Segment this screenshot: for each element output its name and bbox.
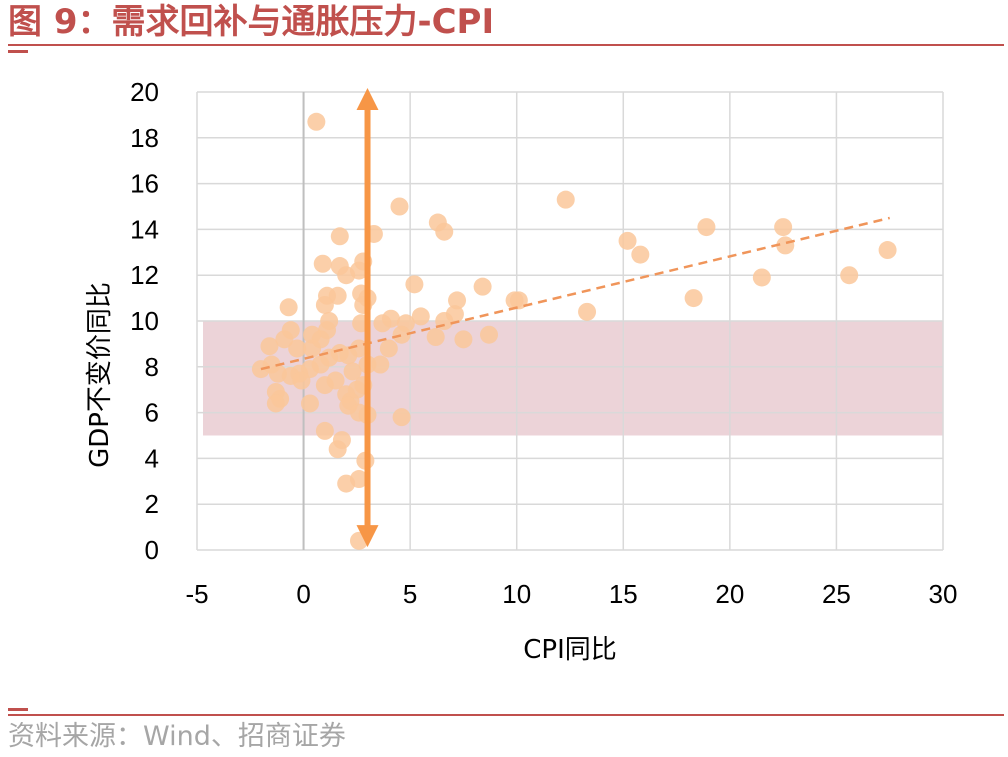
data-point-20 — [448, 291, 467, 310]
data-point-73 — [292, 371, 311, 390]
source-rule — [8, 714, 1004, 716]
data-point-86 — [332, 431, 351, 450]
data-point-37 — [411, 307, 430, 326]
data-point-78 — [347, 380, 366, 399]
data-point-15 — [684, 289, 703, 308]
data-point-4 — [435, 222, 454, 241]
data-point-47 — [288, 339, 307, 358]
x-tick-label-0: -5 — [185, 579, 208, 609]
data-point-14 — [840, 266, 859, 285]
arrow-layer — [356, 88, 379, 548]
data-point-16 — [578, 302, 597, 321]
x-tick-label-4: 15 — [609, 579, 638, 609]
tick-label-layer: 0 2 4 6 8 10 12 14 16 18 20 -5 0 5 10 15 20 25 30 — [130, 77, 957, 609]
data-point-12 — [878, 241, 897, 260]
source-note: 资料来源：Wind、招商证券 — [8, 721, 346, 752]
data-point-1 — [556, 190, 575, 209]
arrow-head-down — [356, 525, 379, 548]
x-axis-title: CPI同比 — [523, 635, 617, 665]
data-point-57 — [454, 330, 473, 349]
data-point-82 — [300, 394, 319, 413]
data-point-39 — [445, 305, 464, 324]
y-tick-label-4: 8 — [145, 352, 159, 382]
data-point-55 — [392, 325, 411, 344]
data-point-22 — [313, 254, 332, 273]
y-tick-label-9: 18 — [130, 123, 159, 153]
scatter-chart: 0 2 4 6 8 10 12 14 16 18 20 -5 0 5 10 15 20 25 30 CPI同比 GD… — [85, 77, 957, 665]
y-tick-label-8: 16 — [130, 169, 159, 199]
data-point-8 — [774, 218, 793, 237]
x-tick-label-7: 30 — [929, 579, 958, 609]
data-point-19 — [473, 277, 492, 296]
title-rule — [8, 44, 1004, 46]
data-point-32 — [279, 298, 298, 317]
data-point-2 — [390, 197, 409, 216]
arrow-head-up — [356, 88, 379, 110]
data-point-84 — [315, 421, 334, 440]
data-point-21 — [405, 275, 424, 294]
data-point-7 — [697, 218, 716, 237]
data-point-46 — [275, 330, 294, 349]
figure-title: 图 9：需求回补与通胀压力-CPI — [8, 2, 495, 42]
data-point-31 — [328, 286, 347, 305]
data-point-58 — [480, 325, 499, 344]
data-point-13 — [752, 268, 771, 287]
grid-layer — [196, 91, 944, 551]
y-tick-label-2: 4 — [145, 443, 159, 473]
y-tick-label-10: 20 — [130, 77, 159, 107]
x-tick-label-1: 0 — [296, 579, 310, 609]
data-point-30 — [315, 295, 334, 314]
data-point-9 — [618, 231, 637, 250]
data-point-10 — [631, 245, 650, 264]
data-point-49 — [311, 330, 330, 349]
data-point-67 — [343, 362, 362, 381]
title-rule-accent — [8, 50, 28, 53]
y-tick-label-0: 0 — [145, 535, 159, 565]
y-tick-label-1: 2 — [145, 489, 159, 519]
data-point-83 — [392, 408, 411, 427]
data-point-0 — [307, 112, 326, 131]
data-point-35 — [381, 309, 400, 328]
data-point-54 — [379, 339, 398, 358]
data-point-75 — [326, 371, 345, 390]
data-point-45 — [260, 337, 279, 356]
y-tick-label-3: 6 — [145, 398, 159, 428]
source-rule-accent — [8, 708, 28, 711]
y-axis-title: GDP不变价同比 — [85, 282, 115, 468]
x-tick-label-6: 25 — [822, 579, 851, 609]
data-point-72 — [266, 394, 285, 413]
x-tick-label-2: 5 — [403, 579, 417, 609]
y-tick-label-7: 14 — [130, 214, 159, 244]
x-tick-label-3: 10 — [502, 579, 531, 609]
data-point-18 — [505, 291, 524, 310]
data-point-89 — [349, 470, 368, 489]
data-point-56 — [426, 328, 445, 347]
y-tick-label-6: 12 — [130, 260, 159, 290]
x-tick-label-5: 20 — [715, 579, 744, 609]
data-point-69 — [371, 355, 390, 374]
y-tick-label-5: 10 — [130, 306, 159, 336]
data-point-6 — [330, 227, 349, 246]
